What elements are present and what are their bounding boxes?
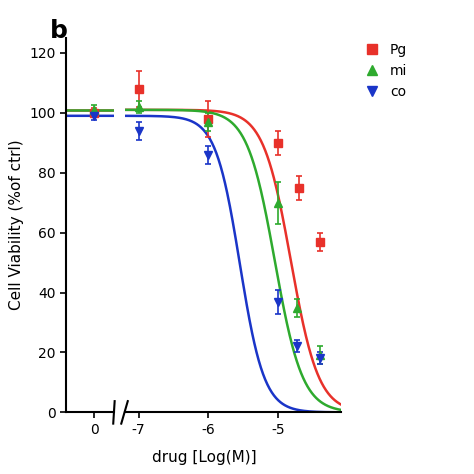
Text: drug [Log(M)]: drug [Log(M)] [152, 449, 256, 465]
Y-axis label: Cell Viability (%of ctrl): Cell Viability (%of ctrl) [9, 140, 24, 310]
Text: b: b [50, 19, 68, 43]
Legend: Pg, mi, co: Pg, mi, co [353, 37, 413, 104]
